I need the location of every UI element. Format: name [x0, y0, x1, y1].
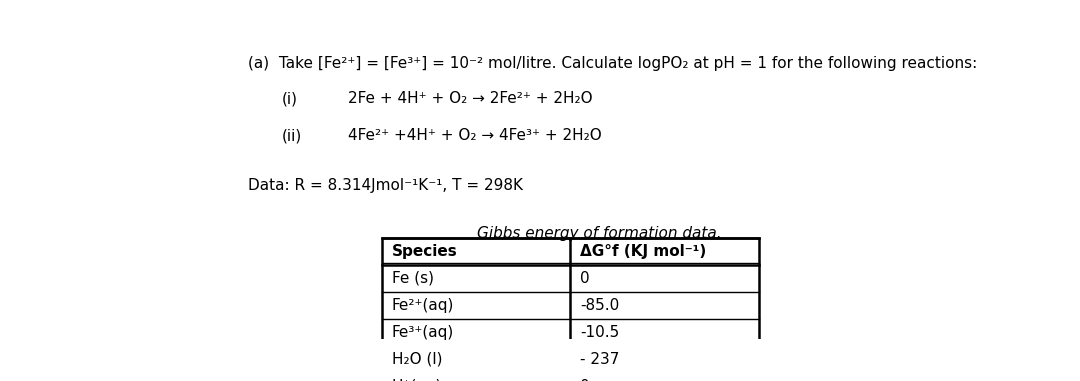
Text: -85.0: -85.0 — [580, 298, 620, 313]
Text: (i): (i) — [282, 91, 297, 106]
Text: Fe (s): Fe (s) — [392, 271, 434, 286]
Bar — [382, 238, 758, 381]
Text: H⁺(aq): H⁺(aq) — [392, 379, 443, 381]
Text: Data: R = 8.314Jmol⁻¹K⁻¹, T = 298K: Data: R = 8.314Jmol⁻¹K⁻¹, T = 298K — [248, 178, 523, 193]
Text: 4Fe²⁺ +4H⁺ + O₂ → 4Fe³⁺ + 2H₂O: 4Fe²⁺ +4H⁺ + O₂ → 4Fe³⁺ + 2H₂O — [349, 128, 603, 144]
Text: 0: 0 — [580, 271, 590, 286]
Text: 0: 0 — [580, 379, 590, 381]
Text: Fe³⁺(aq): Fe³⁺(aq) — [392, 325, 455, 340]
Text: -10.5: -10.5 — [580, 325, 620, 340]
Text: - 237: - 237 — [580, 352, 620, 367]
Text: Gibbs energy of formation data.: Gibbs energy of formation data. — [477, 226, 721, 241]
Text: Fe²⁺(aq): Fe²⁺(aq) — [392, 298, 455, 313]
Text: 2Fe + 4H⁺ + O₂ → 2Fe²⁺ + 2H₂O: 2Fe + 4H⁺ + O₂ → 2Fe²⁺ + 2H₂O — [349, 91, 593, 106]
Text: H₂O (l): H₂O (l) — [392, 352, 443, 367]
Text: ΔG°f (KJ mol⁻¹): ΔG°f (KJ mol⁻¹) — [580, 244, 706, 259]
Text: (a)  Take [Fe²⁺] = [Fe³⁺] = 10⁻² mol/litre. Calculate logPO₂ at pH = 1 for the f: (a) Take [Fe²⁺] = [Fe³⁺] = 10⁻² mol/litr… — [248, 56, 977, 71]
Text: Species: Species — [392, 244, 458, 259]
Text: (ii): (ii) — [282, 128, 301, 144]
